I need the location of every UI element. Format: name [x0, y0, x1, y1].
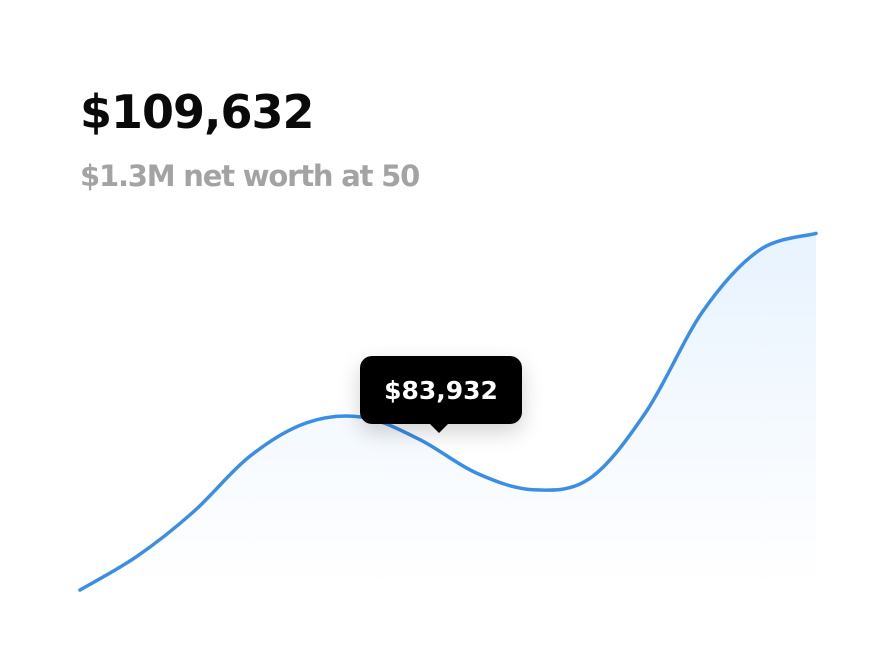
series-line — [78, 231, 818, 592]
tooltip-pointer — [429, 423, 449, 433]
projection-subtitle: $1.3M net worth at 50 — [80, 159, 420, 193]
area-fill — [80, 233, 816, 590]
value-tooltip: $83,932 — [360, 356, 522, 424]
current-value: $109,632 — [80, 85, 315, 139]
